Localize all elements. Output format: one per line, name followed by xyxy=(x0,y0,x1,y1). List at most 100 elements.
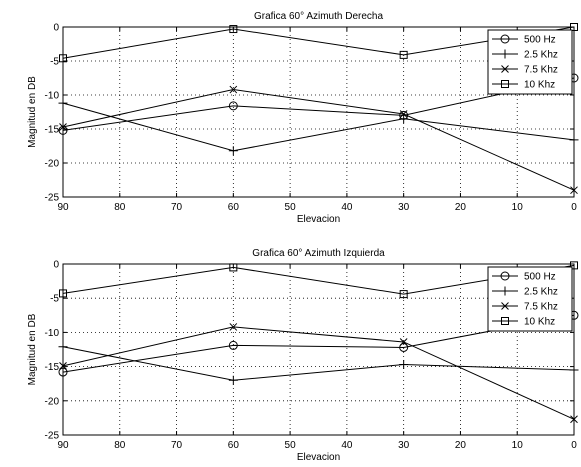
chart-izquierda: 90 80 70 60 50 40 30 20 10 0 0 -5 -10 -15 -20 -25 Grafic… xyxy=(27,248,579,463)
x-tick-label: 20 xyxy=(455,202,467,213)
chart-title: Grafica 60° Azimuth Derecha xyxy=(254,11,383,22)
chart-title: Grafica 60° Azimuth Izquierda xyxy=(252,248,385,259)
x-tick-label: 30 xyxy=(398,440,410,451)
y-tick-label: 0 xyxy=(53,260,59,271)
legend-label: 500 Hz xyxy=(524,272,556,283)
x-tick-label: 40 xyxy=(341,440,353,451)
legend-marker xyxy=(501,302,509,310)
data-point xyxy=(569,365,579,375)
data-point xyxy=(59,123,67,131)
x-tick-label: 0 xyxy=(571,440,577,451)
x-axis-label: Elevacion xyxy=(297,214,340,225)
legend-marker xyxy=(500,34,510,44)
legend: 500 Hz 2.5 Khz 7.5 Khz 10 Khz xyxy=(487,266,573,332)
data-point xyxy=(58,367,68,377)
legend-entry: 500 Hz xyxy=(492,271,556,283)
series-line xyxy=(62,326,575,420)
legend-marker xyxy=(501,65,509,73)
data-point xyxy=(569,135,579,145)
legend-entry: 2.5 Khz xyxy=(492,49,558,61)
data-point xyxy=(229,25,238,34)
data-point xyxy=(228,101,238,111)
data-point xyxy=(570,23,578,31)
x-tick-label: 80 xyxy=(114,202,126,213)
x-tick-label: 50 xyxy=(285,202,297,213)
legend-entry: 10 Khz xyxy=(492,317,555,328)
y-tick-label: -15 xyxy=(45,362,60,373)
legend-marker xyxy=(500,49,510,59)
data-point xyxy=(229,85,238,94)
y-tick-label: -5 xyxy=(50,57,59,68)
y-tick-label: -25 xyxy=(45,193,60,204)
legend: 500 Hz 2.5 Khz 7.5 Khz 10 Khz xyxy=(487,29,573,95)
data-point xyxy=(570,186,578,195)
data-point xyxy=(399,110,408,118)
x-tick-label: 0 xyxy=(571,202,577,213)
legend-entry: 7.5 Khz xyxy=(492,65,558,76)
x-tick-label: 60 xyxy=(228,440,240,451)
x-tick-label: 50 xyxy=(285,440,297,451)
series-line xyxy=(62,102,575,152)
data-point xyxy=(59,362,67,370)
data-point xyxy=(58,98,68,108)
series-7-5-khz xyxy=(59,85,578,195)
data-point xyxy=(399,342,409,352)
legend-label: 7.5 Khz xyxy=(524,302,558,313)
x-axis-label: Elevacion xyxy=(297,452,340,463)
data-point xyxy=(228,375,238,385)
x-tick-label: 40 xyxy=(341,202,353,213)
legend-label: 2.5 Khz xyxy=(524,50,558,61)
x-tick-label: 70 xyxy=(171,440,183,451)
y-axis-label: Magnitud en DB xyxy=(27,313,38,385)
y-tick-label: -5 xyxy=(50,294,59,305)
chart-derecha: 90 80 70 60 50 40 30 20 10 0 0 -5 -10 -15 -20 -25 Grafic… xyxy=(27,11,579,225)
x-tick-label: 90 xyxy=(57,202,69,213)
data-point xyxy=(229,263,238,272)
x-tick-label: 90 xyxy=(57,440,69,451)
y-tick-label: -25 xyxy=(45,431,60,442)
data-point xyxy=(570,261,578,270)
y-tick-label: 0 xyxy=(53,23,59,34)
y-tick-label: -10 xyxy=(45,91,60,102)
series-line xyxy=(62,346,575,381)
x-tick-label: 30 xyxy=(398,202,410,213)
data-point xyxy=(229,323,238,331)
legend-label: 10 Khz xyxy=(524,317,555,328)
legend-marker xyxy=(501,317,509,325)
data-point xyxy=(399,290,408,299)
data-point xyxy=(399,360,409,370)
legend-entry: 7.5 Khz xyxy=(492,302,558,313)
data-point xyxy=(399,50,408,59)
data-point xyxy=(399,114,409,124)
legend-label: 2.5 Khz xyxy=(524,287,558,298)
legend-entry: 500 Hz xyxy=(492,34,556,46)
legend-marker xyxy=(501,80,509,88)
x-tick-label: 10 xyxy=(512,202,524,213)
legend-label: 7.5 Khz xyxy=(524,65,558,76)
x-tick-label: 10 xyxy=(512,440,524,451)
data-point xyxy=(228,340,238,350)
y-tick-label: -20 xyxy=(45,159,60,170)
y-axis-label: Magnitud en DB xyxy=(27,76,38,148)
x-tick-label: 20 xyxy=(455,440,467,451)
y-tick-label: -10 xyxy=(45,328,60,339)
legend-marker xyxy=(500,286,510,296)
data-point xyxy=(399,338,408,346)
data-point xyxy=(570,415,578,424)
series-2-5-khz xyxy=(58,342,579,385)
x-tick-label: 60 xyxy=(228,202,240,213)
y-tick-label: -20 xyxy=(45,396,60,407)
legend-entry: 10 Khz xyxy=(492,80,555,91)
data-point xyxy=(59,54,67,63)
legend-label: 10 Khz xyxy=(524,80,555,91)
series-line xyxy=(62,89,575,191)
legend-label: 500 Hz xyxy=(524,35,556,46)
x-tick-label: 70 xyxy=(171,202,183,213)
legend-entry: 2.5 Khz xyxy=(492,286,558,298)
data-point xyxy=(59,289,67,298)
series-2-5-khz xyxy=(58,98,579,156)
legend-marker xyxy=(500,271,510,281)
x-tick-label: 80 xyxy=(114,440,126,451)
data-point xyxy=(58,342,68,352)
